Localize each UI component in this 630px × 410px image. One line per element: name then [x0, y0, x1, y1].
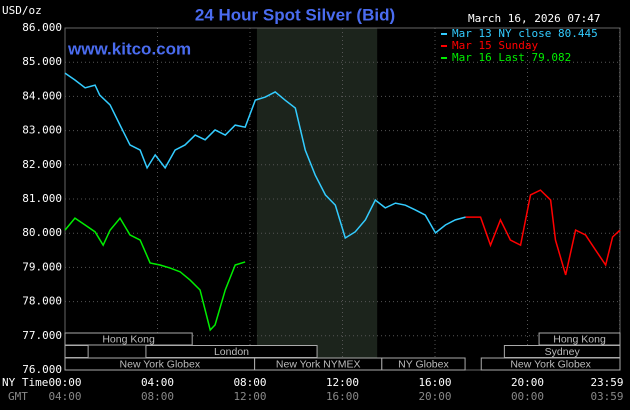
session-label: Hong Kong — [553, 333, 606, 345]
y-tick-label: 85.000 — [22, 55, 62, 68]
session-bar — [64, 345, 89, 358]
session-bar — [381, 357, 466, 371]
x-tick-label: 16:00 — [418, 376, 451, 389]
site-label: www.kitco.com — [67, 39, 191, 58]
y-tick-label: 80.000 — [22, 226, 62, 239]
x-tick-label: 23:59 — [590, 376, 623, 389]
y-tick-label: 77.000 — [22, 329, 62, 342]
session-label: New York Globex — [120, 358, 201, 370]
x-tick-label-gmt: 16:00 — [326, 390, 359, 403]
x-tick-label-gmt: 20:00 — [418, 390, 451, 403]
x-tick-label-gmt: 00:00 — [511, 390, 544, 403]
series-line — [465, 189, 621, 276]
y-tick-label: 76.000 — [22, 363, 62, 376]
session-label: Hong Kong — [102, 333, 155, 345]
legend-label: Mar 13 NY close 80.445 — [452, 27, 598, 40]
y-tick-label: 86.000 — [22, 21, 62, 34]
session-bar — [64, 332, 193, 346]
x-tick-label: 00:00 — [48, 376, 81, 389]
x-tick-label-gmt: 12:00 — [233, 390, 266, 403]
x-row-label: GMT — [8, 390, 28, 403]
y-unit: USD/oz — [2, 4, 42, 17]
y-tick-label: 79.000 — [22, 260, 62, 273]
legend-label: Mar 15 Sunday — [452, 39, 538, 52]
y-tick-label: 82.000 — [22, 158, 62, 171]
y-tick-label: 84.000 — [22, 89, 62, 102]
y-tick-label: 83.000 — [22, 124, 62, 137]
timestamp: March 16, 2026 07:47 — [468, 12, 600, 25]
series-line — [64, 72, 466, 240]
chart-title: 24 Hour Spot Silver (Bid) — [195, 5, 395, 24]
legend-label: Mar 16 Last 79.082 — [452, 51, 571, 64]
x-tick-label-gmt: 03:59 — [590, 390, 623, 403]
x-tick-label: 08:00 — [233, 376, 266, 389]
session-label: New York NYMEX — [276, 358, 361, 370]
x-tick-label-gmt: 04:00 — [48, 390, 81, 403]
x-tick-label: 04:00 — [141, 376, 174, 389]
session-label: New York Globex — [510, 358, 591, 370]
session-label: Sydney — [545, 346, 581, 358]
series-line — [64, 216, 246, 332]
session-bar — [480, 357, 621, 371]
x-row-label: NY Time — [2, 376, 48, 389]
session-label: London — [214, 346, 249, 358]
x-tick-label: 20:00 — [511, 376, 544, 389]
y-tick-label: 81.000 — [22, 192, 62, 205]
session-label: NY Globex — [398, 358, 449, 370]
x-tick-label: 12:00 — [326, 376, 359, 389]
y-tick-label: 78.000 — [22, 295, 62, 308]
x-tick-label-gmt: 08:00 — [141, 390, 174, 403]
